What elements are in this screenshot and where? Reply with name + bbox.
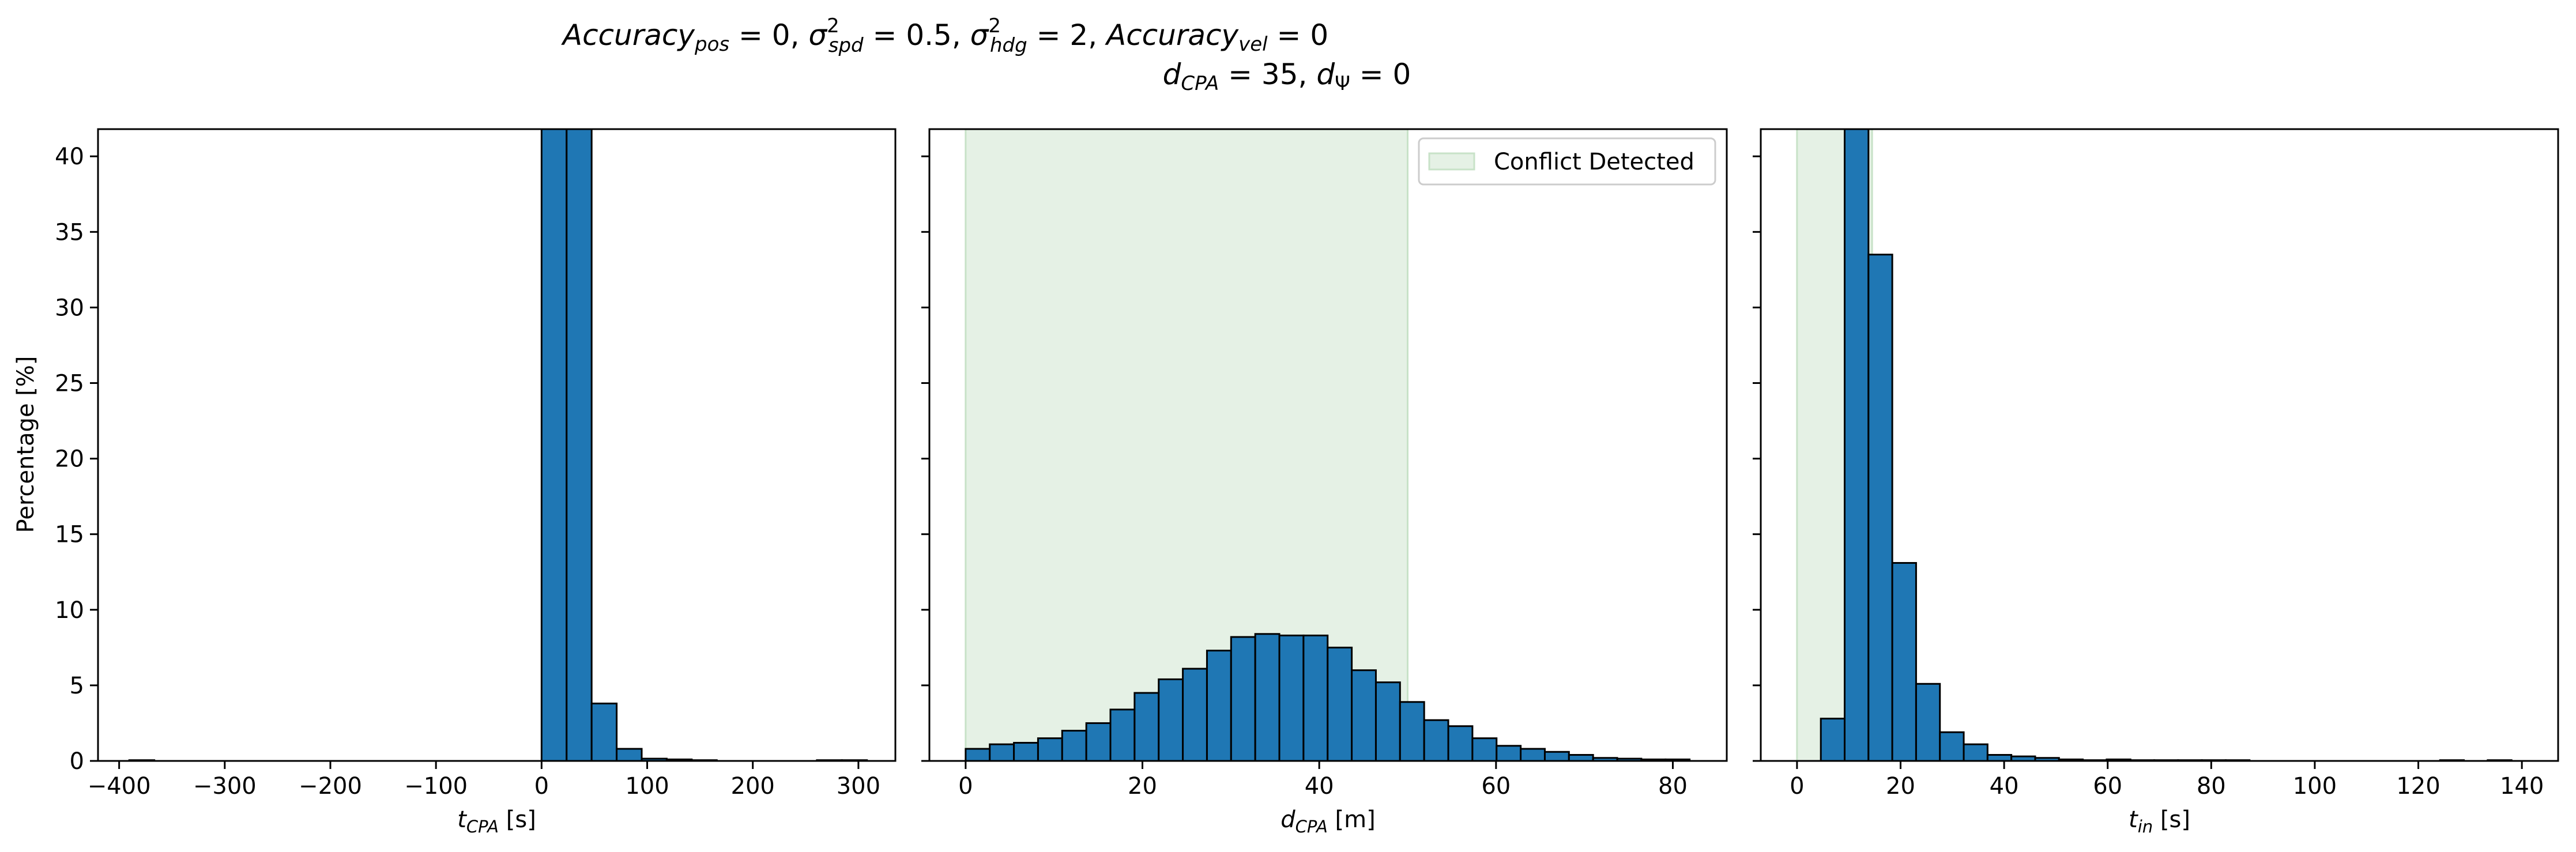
axes-frame — [1760, 128, 2559, 762]
bar — [1399, 701, 1425, 761]
x-axis-label: tin [s] — [2129, 806, 2190, 836]
x-tick-label: 100 — [625, 773, 669, 800]
panel-1: −400 −300 −200 −100 0 100 200 300 0 5 10 15 20 25 30 35… — [55, 128, 897, 836]
bar — [1013, 742, 1039, 761]
x-tick-label: 300 — [837, 773, 880, 800]
bar — [1327, 646, 1353, 761]
axes-frame — [928, 128, 1728, 762]
panel-2: 0 20 40 60 80 dCPA [m] Conflict Detected — [921, 128, 1728, 836]
bars — [128, 129, 868, 761]
bar — [1891, 562, 1917, 761]
bar — [1568, 754, 1594, 761]
bar — [1447, 725, 1474, 761]
bar — [590, 702, 618, 761]
bar — [1133, 692, 1160, 761]
x-tick-label: 20 — [1886, 773, 1915, 800]
x-tick-label: 0 — [1790, 773, 1804, 800]
panel-3: 0 20 40 60 80 100 120 140 tin [s] — [1753, 128, 2559, 836]
x-tick-label: 60 — [1481, 773, 1511, 800]
x-tick-label: 40 — [1990, 773, 2019, 800]
bar — [566, 129, 593, 761]
bar — [1986, 754, 2013, 761]
bar — [1520, 748, 1546, 761]
y-tick-label: 15 — [55, 522, 84, 548]
bar — [540, 129, 568, 761]
bar — [1109, 708, 1136, 761]
x-tick-label: 200 — [731, 773, 775, 800]
x-tick-label: 140 — [2500, 773, 2544, 800]
y-axis-label: Percentage [%] — [13, 356, 39, 533]
axes-frame — [97, 128, 897, 762]
x-tick-label: 0 — [958, 773, 973, 800]
x-tick-label: 120 — [2396, 773, 2440, 800]
y-tick-label: 0 — [70, 748, 84, 775]
y-tick-label: 10 — [55, 597, 84, 624]
bar — [1820, 718, 1846, 761]
bar — [1302, 634, 1329, 761]
x-tick-label: −200 — [299, 773, 362, 800]
x-tick-label: 0 — [534, 773, 549, 800]
x-axis-label: tCPA [s] — [457, 806, 536, 836]
bar — [1206, 650, 1232, 761]
bar — [1867, 254, 1893, 761]
x-tick-label: 100 — [2293, 773, 2337, 800]
bar — [1963, 743, 1989, 761]
bar — [1843, 129, 1870, 761]
bar — [1182, 668, 1208, 761]
x-tick-label: 80 — [1658, 773, 1688, 800]
bar — [1471, 737, 1498, 761]
legend-box — [1418, 137, 1716, 186]
x-tick-label: 20 — [1128, 773, 1157, 800]
bar — [1374, 681, 1401, 761]
x-tick-label: 60 — [2093, 773, 2122, 800]
y-tick-label: 20 — [55, 446, 84, 473]
figure-title-line-2: dCPA = 35, dΨ = 0 — [1163, 58, 1411, 95]
x-tick-label: 80 — [2197, 773, 2226, 800]
bar — [1351, 669, 1377, 761]
bar — [965, 748, 991, 761]
legend-swatch — [1428, 152, 1475, 171]
y-tick-label: 5 — [70, 673, 84, 699]
panels: −400 −300 −200 −100 0 100 200 30005101520253035… — [55, 128, 2559, 836]
bar — [1915, 683, 1941, 761]
bar — [1158, 678, 1184, 761]
y-tick-label: 40 — [55, 144, 84, 170]
bar — [1061, 730, 1087, 761]
bar — [1037, 737, 1063, 761]
x-axis-label: dCPA [m] — [1281, 806, 1375, 836]
bar — [616, 748, 643, 761]
bars — [1820, 129, 2513, 761]
bar — [1939, 731, 1965, 761]
bar — [1085, 722, 1112, 761]
x-tick-label: −400 — [88, 773, 151, 800]
bar — [1496, 745, 1522, 761]
y-tick-label: 25 — [55, 370, 84, 397]
bar — [1230, 636, 1256, 761]
bar — [989, 743, 1015, 761]
y-tick-label: 30 — [55, 295, 84, 321]
x-tick-label: 40 — [1305, 773, 1334, 800]
figure-title-line-1: Accuracypos = 0, σ2 spd = 0.5, σ2 hdg = 2,… — [561, 14, 1328, 57]
bar — [1543, 751, 1570, 761]
bar — [1254, 633, 1281, 761]
y-tick-label: 35 — [55, 219, 84, 246]
legend-label: Conflict Detected — [1494, 149, 1694, 175]
bar — [1423, 719, 1449, 761]
x-tick-label: −100 — [404, 773, 468, 800]
bar — [1278, 634, 1305, 761]
x-tick-label: −300 — [193, 773, 257, 800]
legend: Conflict Detected — [1418, 137, 1716, 186]
